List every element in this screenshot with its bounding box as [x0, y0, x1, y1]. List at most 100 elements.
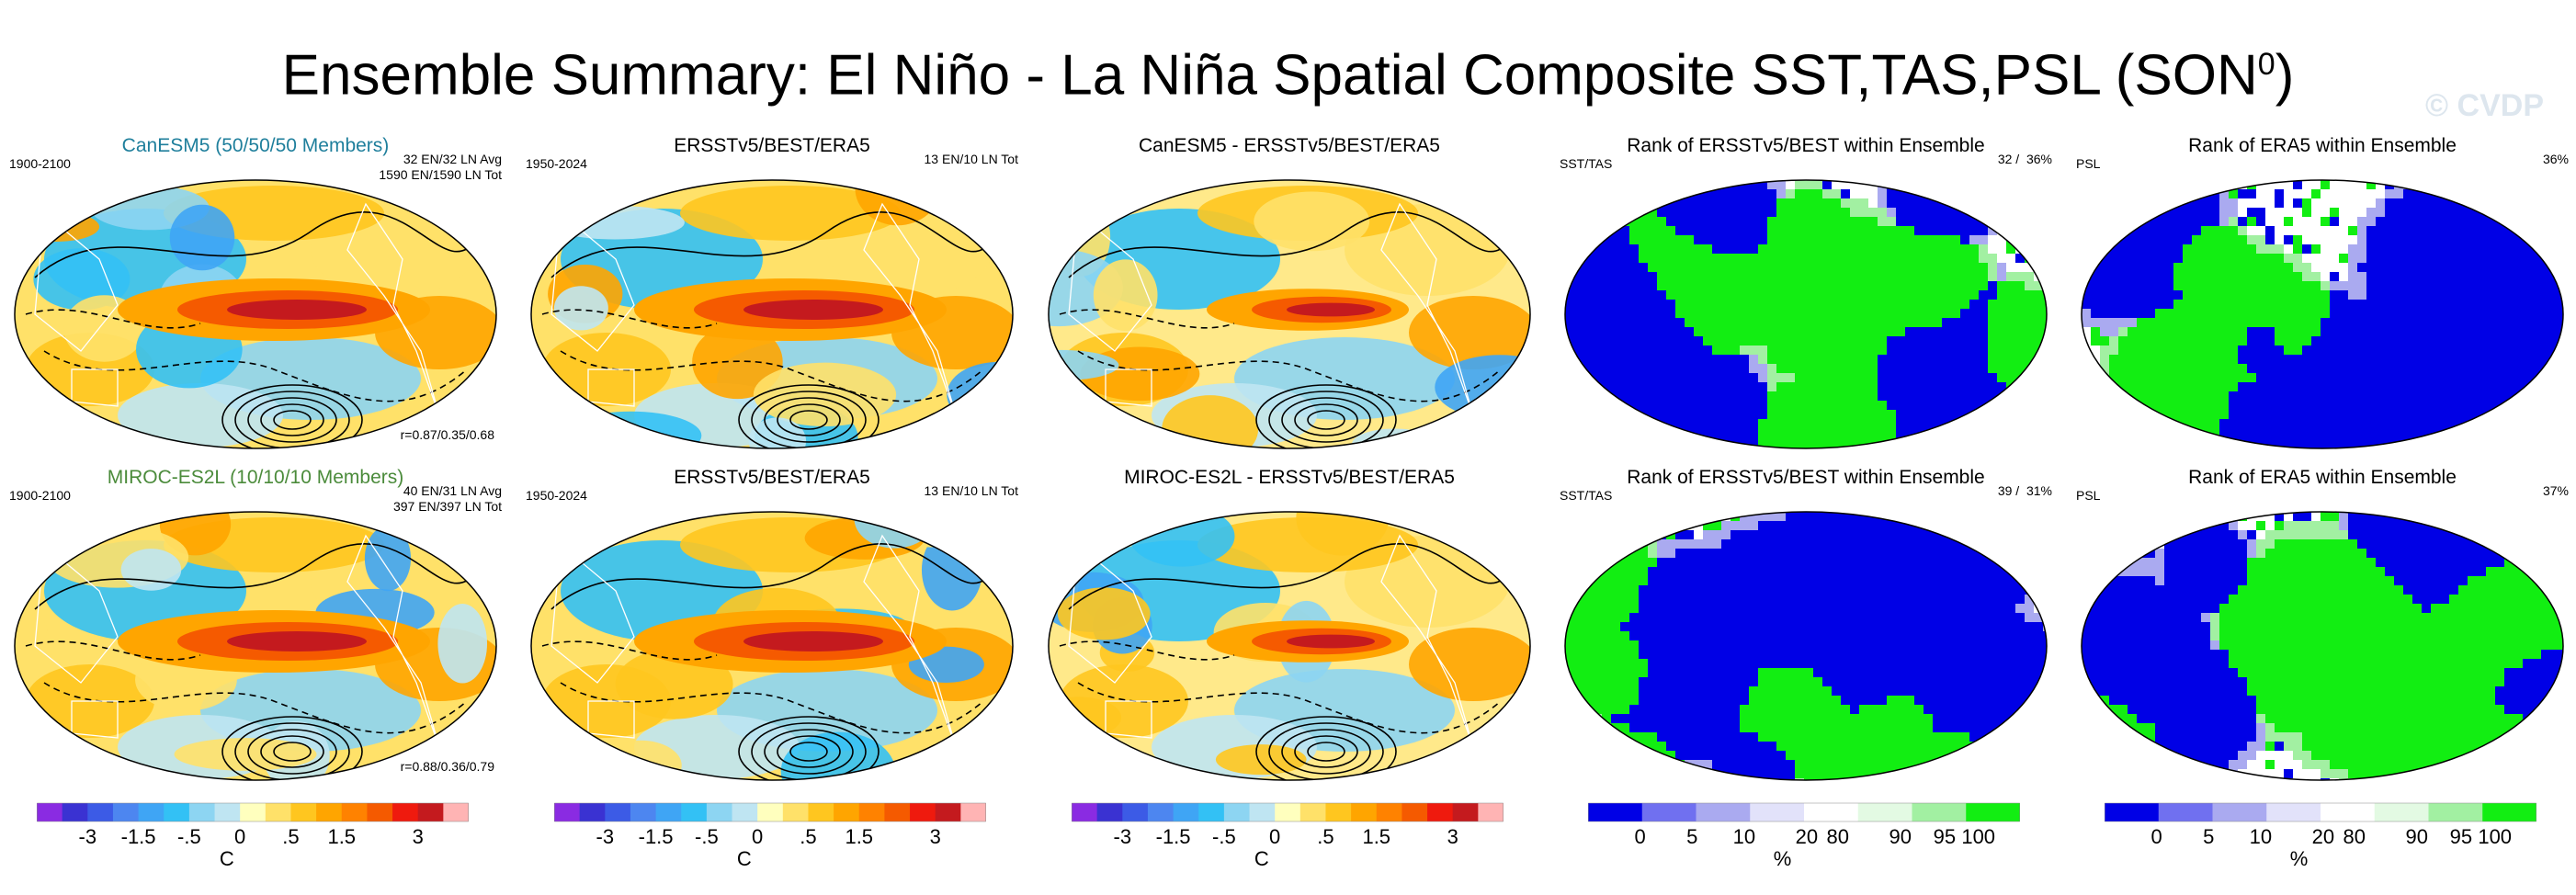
rank-cell [2449, 198, 2458, 208]
rank-cell [2504, 327, 2514, 336]
rank-cell [1914, 254, 1923, 263]
psl-contour [1281, 729, 1371, 775]
rank-cell [2128, 428, 2137, 437]
rank-cell [1758, 723, 1767, 732]
rank-cell [2431, 382, 2440, 391]
rank-cell [2034, 585, 2043, 595]
rank-cell [2015, 290, 2025, 300]
rank-cell [1804, 410, 1813, 419]
rank-cell [2458, 263, 2468, 272]
rank-cell [2403, 391, 2412, 401]
rank-cell [1593, 732, 1602, 742]
rank-cell [2514, 198, 2523, 208]
rank-cell [1629, 521, 1639, 530]
rank-cell [1648, 327, 1657, 336]
rank-cell [1786, 364, 1795, 373]
rank-cell [1703, 549, 1712, 558]
rank-cell [1639, 244, 1648, 254]
rank-cell [1583, 696, 1593, 705]
rank-cell [1740, 631, 1749, 640]
rank-cell [1813, 290, 1822, 300]
rank-cell [1822, 769, 1832, 778]
rank-cell [1859, 677, 1868, 686]
rank-cell [2514, 530, 2523, 539]
rank-cell [1731, 217, 1740, 226]
rank-cell [1896, 521, 1905, 530]
rank-cell [1822, 714, 1832, 723]
rank-cell [1951, 585, 1960, 595]
rank-cell [2201, 300, 2210, 309]
rank-cell [2128, 244, 2137, 254]
rank-cell [1786, 659, 1795, 668]
rank-cell [1969, 327, 1979, 336]
rank-cell [1776, 217, 1786, 226]
rank-cell [2034, 622, 2043, 631]
rank-cell [1712, 521, 1721, 530]
rank-cell [1969, 244, 1979, 254]
rank-cell [1749, 530, 1758, 539]
rank-cell [1786, 677, 1795, 686]
rank-cell [2219, 373, 2229, 382]
rank-cell [1639, 419, 1648, 428]
rank-cell [1648, 732, 1657, 742]
rank-cell [2449, 382, 2458, 391]
rank-cell [1933, 659, 1942, 668]
rank-cell [1767, 198, 1776, 208]
rank-cell [1694, 382, 1703, 391]
rank-cell [1694, 346, 1703, 355]
rank-cell [1822, 373, 1832, 382]
rank-cell [1896, 604, 1905, 613]
rank-cell [2137, 355, 2146, 364]
rank-cell [2201, 254, 2210, 263]
rank-cell [1767, 668, 1776, 677]
rank-cell [1666, 244, 1675, 254]
rank-cell [1694, 659, 1703, 668]
rank-cell [1878, 714, 1887, 723]
rank-cell [2458, 180, 2468, 189]
rank-cell [2330, 447, 2339, 448]
rank-cell [2321, 327, 2330, 336]
rank-cell [1611, 668, 1620, 677]
rank-cell [2431, 391, 2440, 401]
rank-cell [1859, 208, 1868, 217]
rank-cell [1951, 300, 1960, 309]
rank-cell [2440, 410, 2449, 419]
rank-cell [2118, 290, 2128, 300]
rank-cell [1832, 686, 1841, 696]
rank-cell [1969, 595, 1979, 604]
rank-cell [1611, 613, 1620, 622]
rank-cell [2311, 373, 2321, 382]
rank-cell [2015, 521, 2025, 530]
rank-cell [2256, 437, 2265, 447]
rank-cell [1593, 512, 1602, 521]
rank-cell [1795, 622, 1804, 631]
rank-cell [1786, 558, 1795, 567]
rank-cell [1629, 281, 1639, 290]
rank-cell [1923, 373, 1933, 382]
rank-cell [1850, 226, 1859, 235]
rank-cell [1822, 539, 1832, 549]
rank-cell [1988, 769, 1997, 778]
rank-cell [1694, 742, 1703, 751]
rank-cell [2025, 732, 2034, 742]
rank-cell [1758, 613, 1767, 622]
rank-cell [2164, 428, 2173, 437]
rank-cell [1850, 419, 1859, 428]
rank-cell [1933, 235, 1942, 244]
rank-cell [2284, 272, 2293, 281]
rank-cell [1859, 263, 1868, 272]
rank-cell [1905, 585, 1914, 595]
rank-cell [1648, 705, 1657, 714]
rank-cell [1602, 558, 1611, 567]
rank-cell [2006, 373, 2015, 382]
rank-cell [1731, 391, 1740, 401]
rank-cell [2219, 309, 2229, 318]
rank-cell [2034, 281, 2043, 290]
rank-cell [1951, 382, 1960, 391]
rank-cell [2514, 272, 2523, 281]
rank-cell [2025, 539, 2034, 549]
rank-cell [1822, 530, 1832, 539]
rank-cell [1969, 401, 1979, 410]
rank-cell [1776, 437, 1786, 447]
rank-cell [1832, 558, 1841, 567]
